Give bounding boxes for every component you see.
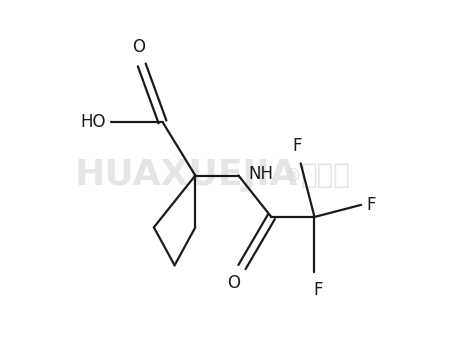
Text: O: O	[131, 38, 145, 56]
Text: NH: NH	[248, 165, 273, 183]
Text: HUAXUEJIA: HUAXUEJIA	[75, 159, 298, 192]
Text: F: F	[313, 281, 322, 299]
Text: F: F	[366, 196, 375, 214]
Text: 化学加: 化学加	[300, 161, 350, 190]
Text: O: O	[227, 274, 239, 292]
Text: ®: ®	[285, 166, 301, 185]
Text: F: F	[292, 137, 301, 155]
Text: HO: HO	[80, 113, 105, 131]
